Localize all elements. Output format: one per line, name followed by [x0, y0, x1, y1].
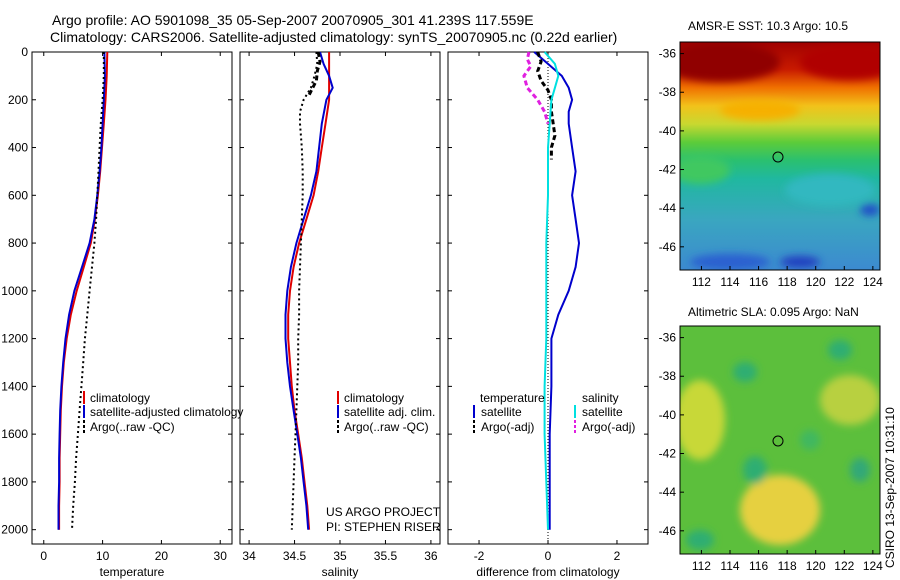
figure-title-line1: Argo profile: AO 5901098_35 05-Sep-2007 … — [52, 12, 534, 28]
legend-title-salinity: salinity — [582, 391, 619, 405]
legend-label-temp-satellite: satellite — [481, 405, 522, 419]
map-y-tick-label: -38 — [659, 85, 677, 99]
y-tick-label: 1400 — [1, 379, 28, 393]
y-tick-label: 800 — [8, 236, 28, 250]
y-tick-label: 0 — [21, 45, 28, 59]
map-x-tick-label: 114 — [720, 559, 739, 573]
difference-legend: temperature salinity satellite Argo(-adj… — [473, 391, 635, 434]
figure-title-line2: Climatology: CARS2006. Satellite-adjuste… — [50, 29, 618, 45]
sst-float-marker — [772, 151, 784, 163]
temperature-legend: climatology satellite-adjusted climatolo… — [83, 391, 243, 434]
x-tick-label: 20 — [155, 549, 169, 563]
x-tick-label: -2 — [474, 549, 485, 563]
x-tick-label: 35 — [333, 549, 347, 563]
map-y-tick-label: -42 — [659, 163, 677, 177]
legend-label-climatology: climatology — [344, 391, 404, 405]
y-tick-label: 1600 — [1, 427, 28, 441]
map-x-tick-label: 124 — [863, 275, 883, 289]
x-tick-label: 34 — [242, 549, 256, 563]
map-x-tick-label: 112 — [692, 559, 711, 573]
sla-float-marker — [772, 435, 784, 447]
series-line-salinity-satellite — [543, 51, 560, 530]
series-line-temperature-satellite — [533, 51, 581, 530]
map-x-tick-label: 116 — [749, 275, 768, 289]
series-line-argo-raw-qc-near-surface — [307, 51, 322, 96]
map-y-tick-label: -38 — [659, 369, 677, 383]
series-line-satellite-adj-clim- — [284, 51, 334, 530]
map-y-tick-label: -44 — [659, 485, 677, 499]
sla-heatmap — [680, 326, 880, 554]
series-line-satellite-adjusted-climatology — [57, 51, 106, 530]
y-tick-label: 1200 — [1, 332, 28, 346]
y-tick-label: 1800 — [1, 475, 28, 489]
y-tick-label: 600 — [8, 188, 28, 202]
csiro-timestamp: CSIRO 13-Sep-2007 10:31:10 — [883, 407, 897, 568]
map-x-tick-label: 120 — [806, 559, 826, 573]
map-x-tick-label: 112 — [692, 275, 711, 289]
x-axis-label: temperature — [100, 565, 165, 579]
series-line-salinity-argo-adj- — [522, 51, 550, 125]
x-tick-label: 2 — [614, 549, 621, 563]
legend-label-sal-satellite: satellite — [582, 405, 623, 419]
map-y-tick-label: -40 — [659, 408, 677, 422]
project-annotation-line1: US ARGO PROJECT — [326, 505, 441, 519]
x-tick-label: 10 — [96, 549, 110, 563]
map-x-tick-label: 120 — [806, 275, 826, 289]
x-tick-label: 0 — [545, 549, 552, 563]
x-axis-label: difference from climatology — [476, 565, 619, 579]
map-y-tick-label: -36 — [659, 331, 677, 345]
map-y-tick-label: -40 — [659, 124, 677, 138]
map-y-tick-label: -46 — [659, 240, 677, 254]
sst-map-title: AMSR-E SST: 10.3 Argo: 10.5 — [688, 19, 848, 33]
sst-heatmap — [680, 42, 880, 270]
sla-map-title: Altimetric SLA: 0.095 Argo: NaN — [688, 305, 859, 319]
legend-label-climatology: climatology — [90, 391, 150, 405]
legend-label-sal-argo: Argo(-adj) — [582, 420, 635, 434]
legend-label-sat-adj: satellite adj. clim. — [344, 405, 435, 419]
series-line-argo-raw-qc- — [290, 51, 319, 530]
x-tick-label: 30 — [214, 549, 228, 563]
y-tick-label: 200 — [8, 93, 28, 107]
y-tick-label: 2000 — [1, 523, 28, 537]
y-tick-label: 1000 — [1, 284, 28, 298]
salinity-axes — [239, 51, 441, 545]
legend-label-argo: Argo(..raw -QC) — [90, 420, 175, 434]
project-annotation-line2: PI: STEPHEN RISER — [326, 520, 441, 534]
salinity-legend: climatology satellite adj. clim. Argo(..… — [326, 391, 441, 534]
legend-label-sat-adj: satellite-adjusted climatology — [90, 405, 243, 419]
sst-map-axes — [679, 41, 881, 271]
map-x-tick-label: 124 — [863, 559, 883, 573]
x-tick-label: 36 — [424, 549, 438, 563]
series-line-climatology — [287, 52, 331, 530]
legend-label-argo: Argo(..raw -QC) — [344, 420, 429, 434]
temperature-axes — [31, 51, 233, 545]
map-y-tick-label: -46 — [659, 524, 677, 538]
map-x-tick-label: 122 — [834, 275, 854, 289]
map-x-tick-label: 114 — [720, 275, 739, 289]
map-x-tick-label: 116 — [749, 559, 768, 573]
x-tick-label: 34.5 — [283, 549, 307, 563]
map-x-tick-label: 118 — [778, 275, 797, 289]
y-tick-label: 400 — [8, 141, 28, 155]
legend-label-temp-argo: Argo(-adj) — [481, 420, 534, 434]
x-axis-label: salinity — [322, 565, 359, 579]
map-x-tick-label: 118 — [778, 559, 797, 573]
x-tick-label: 0 — [40, 549, 47, 563]
legend-title-temperature: temperature — [480, 391, 545, 405]
map-y-tick-label: -36 — [659, 47, 677, 61]
sla-map-axes — [679, 325, 881, 555]
x-tick-label: 35.5 — [374, 549, 398, 563]
map-y-tick-label: -42 — [659, 447, 677, 461]
map-x-tick-label: 122 — [834, 559, 854, 573]
map-y-tick-label: -44 — [659, 201, 677, 215]
